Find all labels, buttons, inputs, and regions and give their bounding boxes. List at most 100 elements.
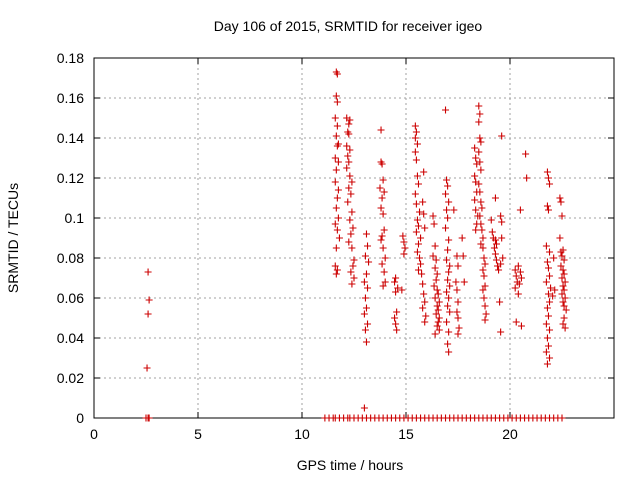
plot-frame [93,57,615,419]
data-point [478,204,486,212]
data-point [446,308,454,316]
y-tick-label: 0.06 [57,290,84,306]
grid-lines [94,58,614,418]
data-point [512,272,520,280]
data-point [444,340,452,348]
data-point [360,310,368,318]
data-point [332,166,340,174]
data-point [421,318,429,326]
data-point [558,212,566,220]
data-point [364,242,372,250]
data-point [419,198,427,206]
data-point [429,252,437,260]
data-point [543,334,551,342]
data-point [480,254,488,262]
data-point [413,172,421,180]
data-point [559,282,567,290]
data-point [543,202,551,210]
data-point [411,190,419,198]
data-point [546,180,554,188]
data-point [414,180,422,188]
data-point [333,226,341,234]
data-point [491,250,499,258]
data-point [432,310,440,318]
data-point [546,354,554,362]
data-point [498,234,506,242]
data-point [416,208,424,216]
data-point [394,284,402,292]
data-point [145,296,153,304]
data-point [561,278,569,286]
data-point [378,260,386,268]
data-point [401,244,409,252]
data-point [347,190,355,198]
data-point [331,114,339,122]
data-point [458,234,466,242]
data-point [444,302,452,310]
data-point [144,310,152,318]
data-point [546,326,554,334]
data-point [445,328,453,336]
data-point [431,264,439,272]
data-point [422,312,430,320]
data-point [454,330,462,338]
data-point [378,160,386,168]
data-point [453,286,461,294]
data-point [454,298,462,306]
data-point [435,326,443,334]
data-point [393,308,401,316]
data-point [414,222,422,230]
data-point [349,262,357,270]
data-point [479,286,487,294]
data-point [391,278,399,286]
data-point [551,286,559,294]
data-point [398,286,406,294]
data-point [544,206,552,214]
data-point [479,234,487,242]
data-point [476,134,484,142]
data-point [442,190,450,198]
data-point [392,288,400,296]
data-point [511,284,519,292]
data-point [420,210,428,218]
data-point [560,314,568,322]
data-point [418,270,426,278]
data-point [333,266,341,274]
data-point [381,254,389,262]
data-point [445,348,453,356]
data-point [479,266,487,274]
data-point [345,120,353,128]
y-tick-label: 0.08 [57,250,84,266]
data-point [411,134,419,142]
data-point [544,342,552,350]
data-point [543,360,551,368]
data-point [560,256,568,264]
data-point [478,226,486,234]
data-point [379,282,387,290]
data-point [452,278,460,286]
y-tick-label: 0 [76,410,84,426]
data-point [471,144,479,152]
data-point [562,306,570,314]
data-point [453,252,461,260]
data-point [434,306,442,314]
data-point [542,278,550,286]
data-point [491,194,499,202]
data-point [343,164,351,172]
data-point [411,122,419,130]
data-point [445,268,453,276]
data-point [379,210,387,218]
data-point [479,244,487,252]
data-point [549,292,557,300]
data-point [335,234,343,242]
data-point [475,102,483,110]
data-point [490,244,498,252]
data-point [542,320,550,328]
data-point [333,194,341,202]
data-point [444,276,452,284]
x-axis-label: GPS time / hours [297,457,404,473]
data-point [557,262,565,270]
data-point [475,180,483,188]
data-point [477,198,485,206]
data-point [348,178,356,186]
